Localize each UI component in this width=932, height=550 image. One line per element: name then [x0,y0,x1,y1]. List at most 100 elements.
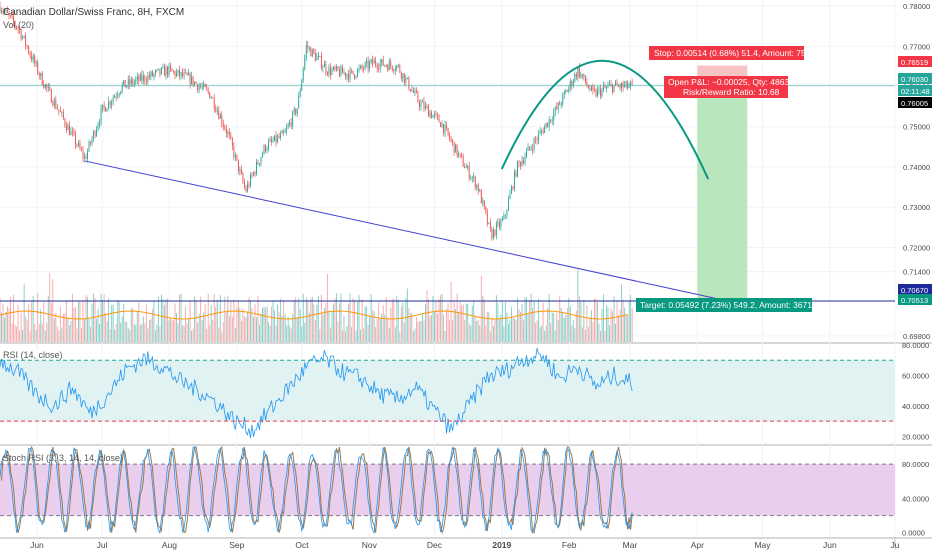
time-axis[interactable]: Jun Jul Aug Sep Oct Nov Dec 2019 Feb Mar Apr May Jun… [30,540,900,550]
volume-bar [369,315,371,342]
candle-body [317,55,319,57]
candle-body [456,144,458,156]
candle-body [435,113,437,115]
candle-body [340,67,342,76]
volume-bar [329,327,331,342]
rsi-label: RSI (14, close) [3,350,63,360]
volume-bar [581,327,583,342]
candle-body [385,65,387,67]
volume-bar [435,300,437,342]
volume-bar [589,317,591,342]
candle-body [486,212,488,224]
candle-body [20,29,22,39]
volume-bar [345,331,346,342]
candle-body [145,81,147,83]
volume-bar [461,305,463,342]
volume-bar [489,331,491,342]
volume-bar [364,306,366,342]
candle-body [148,75,150,78]
volume-bar [320,294,322,342]
candle-body [441,123,443,128]
candle-body [332,66,334,70]
volume-bar [209,324,211,342]
candle-body [323,64,325,68]
trendline[interactable] [84,160,750,307]
candle-body [627,81,629,88]
volume-bar [494,318,496,342]
candle-body [272,140,274,142]
candle-body [492,229,494,239]
candle-body [231,138,233,147]
candle-body [25,35,27,46]
volume-bar [572,320,574,342]
candle-body [129,79,131,85]
candle-body [249,174,251,187]
volume-bar [192,328,194,342]
candle-body [526,150,527,157]
candle-body [603,86,604,90]
volume-bar [583,300,585,342]
volume-bar [266,306,268,342]
volume-bar [22,329,24,342]
volume-bar [4,317,5,342]
volume-bar [198,314,200,342]
candle-body [589,88,591,91]
volume-bar [323,307,325,342]
candle-body [234,154,236,158]
candle-body [465,167,467,169]
volume-bar [99,323,101,342]
volume-bar [219,295,221,342]
candle-body [520,162,521,166]
volume-bar [339,302,340,342]
candle-body [406,77,408,79]
candle-body [313,49,315,53]
candle-body [455,144,457,153]
candle-body [390,61,392,66]
volume-bar [314,320,316,342]
volume-bar [390,307,392,342]
candle-body [461,154,463,157]
candle-body [167,67,168,75]
volume-bar [479,325,481,342]
volume-bar [123,303,125,342]
volume-bar [1,312,2,342]
candle-body [329,67,331,75]
time-label: Dec [427,540,443,550]
volume-bar [415,317,417,342]
candle-body [529,146,531,149]
volume-bar [498,317,500,342]
candle-body [569,81,571,88]
volume-bar [542,302,544,342]
candle-body [62,112,64,119]
volume-bar [64,313,66,342]
volume-bar [167,298,168,342]
candle-body [421,101,423,103]
price-axis[interactable]: 0.780000.770000.760000.750000.740000.730… [898,2,932,538]
volume-bar [50,302,52,342]
volume-bar [298,298,300,342]
volume-bar [627,315,629,342]
candle-body [239,169,241,172]
candle-body [224,126,226,130]
price-badge-label: 0.70513 [901,296,928,305]
candle-body [612,84,613,92]
volume-bar [231,316,233,342]
candle-body [402,73,404,79]
volume-bar [446,308,448,342]
volume-bar [230,300,232,342]
candle-body [462,156,464,167]
candle-body [388,61,390,71]
candle-body [97,124,99,130]
volume-bar [8,308,10,342]
time-label: Aug [162,540,177,550]
volume-bar [621,284,623,342]
arc-drawing[interactable] [500,59,710,180]
volume-bar [536,320,538,342]
volume-bar [32,295,34,342]
candle-body [265,145,266,151]
candle-body [399,65,401,73]
candle-body [615,82,617,86]
candle-body [479,190,481,192]
candle-body [47,87,49,88]
